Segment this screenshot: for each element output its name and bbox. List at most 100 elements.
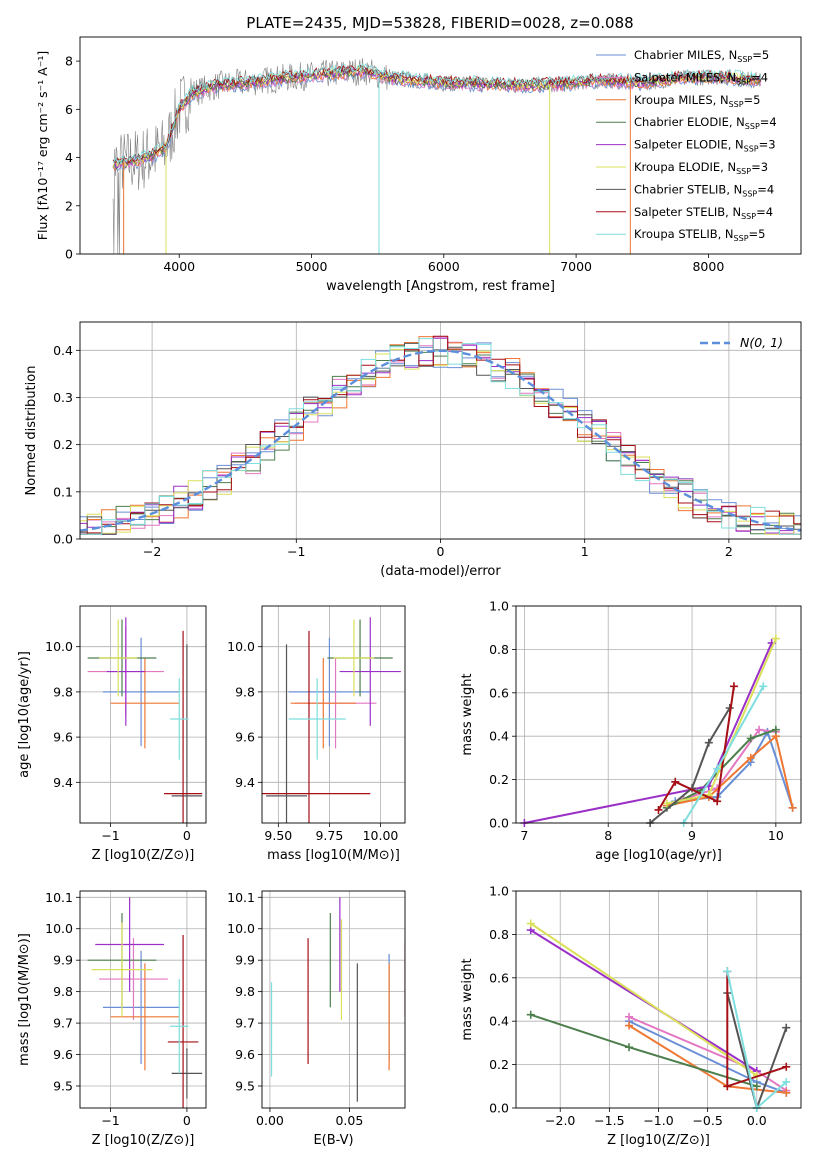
weight-marker-salpeter_miles bbox=[755, 725, 764, 734]
weight-marker-kroupa_elodie bbox=[662, 799, 671, 808]
x-tick-label: 0.0 bbox=[747, 1113, 767, 1128]
legend-label-tail: =3 bbox=[759, 138, 776, 152]
y-tick-label: 0 bbox=[65, 247, 73, 262]
residuals-chart: −2 −1 0 1 2 0.0 0.1 0.2 0.3 0.4 (data-model)/error… bbox=[24, 321, 802, 579]
legend-label-kroupa_miles: Kroupa MILES, NSSP=5 bbox=[634, 93, 760, 109]
residual-hist-kroupa_miles bbox=[80, 336, 801, 535]
legend-label-main: Salpeter STELIB, N bbox=[634, 205, 741, 219]
x-tick-label: 0 bbox=[183, 828, 191, 843]
y-tick-label: 0.6 bbox=[489, 685, 509, 700]
weight-marker-salpeter_stelib bbox=[713, 797, 722, 806]
mass_vs_Z-plot-area bbox=[87, 897, 203, 1108]
weight-marker-kroupa_elodie bbox=[526, 919, 535, 928]
y-tick-label: 0.2 bbox=[53, 437, 73, 452]
y-axis-label: Flux [fλ10⁻¹⁷ erg cm⁻² s⁻¹ A⁻¹] bbox=[35, 51, 50, 240]
age_vs_Z-chart: −1 0 9.4 9.6 9.8 10.0 Z [log10(Z/Z⊙)] age [log1… bbox=[17, 605, 207, 863]
y-tick-label: 10.0 bbox=[227, 921, 255, 936]
y-tick-label: 9.7 bbox=[235, 1016, 255, 1031]
weight-line-salpeter_stelib bbox=[657, 686, 735, 811]
weight_vs_age-plot-area bbox=[520, 634, 797, 827]
x-tick-label: 4000 bbox=[163, 259, 195, 274]
weight-marker-chabrier_elodie bbox=[526, 1010, 535, 1019]
x-tick-label: −1 bbox=[101, 828, 119, 843]
weight-marker-chabrier_elodie bbox=[752, 1082, 761, 1091]
legend-label-sub: SSP bbox=[734, 234, 749, 243]
y-tick-label: 9.9 bbox=[53, 953, 73, 968]
x-tick-label: −0.5 bbox=[692, 1113, 722, 1128]
legend-label-sub: SSP bbox=[742, 189, 757, 198]
y-tick-label: 2 bbox=[65, 198, 73, 213]
y-tick-label: 9.4 bbox=[53, 775, 73, 790]
y-tick-label: 0.3 bbox=[53, 390, 73, 405]
gaussian-curve bbox=[80, 349, 801, 532]
weight-marker-kroupa_stelib bbox=[782, 1077, 791, 1086]
axes-frame bbox=[79, 321, 802, 540]
legend-label-main: Chabrier ELODIE, N bbox=[634, 115, 745, 129]
weight-marker-chabrier_stelib bbox=[782, 1023, 791, 1032]
y-tick-label: 9.9 bbox=[235, 953, 255, 968]
spectrum-model-chabrier_stelib bbox=[112, 64, 762, 166]
legend-label-chabrier_miles: Chabrier MILES, NSSP=5 bbox=[634, 48, 769, 64]
x-tick-label: 0 bbox=[183, 1113, 191, 1128]
legend-label-tail: =5 bbox=[744, 93, 761, 107]
x-axis-label: E(B-V) bbox=[313, 1133, 353, 1148]
weight-marker-salpeter_stelib bbox=[671, 777, 680, 786]
legend-label-main: Kroupa ELODIE, N bbox=[634, 160, 736, 174]
legend-label-tail: =3 bbox=[751, 160, 768, 174]
legend-label-sub: SSP bbox=[729, 100, 744, 109]
legend-label-sub: SSP bbox=[741, 212, 756, 221]
spectrum-model-salpeter_elodie bbox=[112, 66, 762, 169]
legend-label-chabrier_elodie: Chabrier ELODIE, NSSP=4 bbox=[634, 115, 777, 131]
legend-label-sub: SSP bbox=[736, 77, 751, 86]
x-axis-label: wavelength [Angstrom, rest frame] bbox=[326, 279, 555, 294]
y-tick-label: 9.6 bbox=[235, 1047, 255, 1062]
y-tick-label: 0.1 bbox=[53, 484, 73, 499]
x-tick-label: 0.00 bbox=[256, 1113, 284, 1128]
y-tick-label: 9.4 bbox=[235, 775, 255, 790]
x-axis-label: Z [log10(Z/Z⊙)] bbox=[607, 1133, 710, 1148]
residuals-plot-area bbox=[80, 335, 801, 535]
spectrum-plot-area bbox=[112, 57, 762, 254]
weight-marker-kroupa_stelib bbox=[713, 764, 722, 773]
axes-frame bbox=[79, 36, 802, 255]
x-axis-label: age [log10(age/yr)] bbox=[595, 848, 722, 863]
weight-marker-salpeter_miles bbox=[625, 1012, 634, 1021]
legend-label-salpeter_stelib: Salpeter STELIB, NSSP=4 bbox=[634, 205, 773, 221]
weight_vs_Z-plot-area bbox=[526, 919, 791, 1112]
weight-marker-salpeter_stelib bbox=[723, 1082, 732, 1091]
y-tick-label: 9.8 bbox=[53, 984, 73, 999]
weight-marker-chabrier_stelib bbox=[704, 738, 713, 747]
legend-label-tail: =4 bbox=[751, 70, 768, 84]
x-tick-label: −1.0 bbox=[643, 1113, 673, 1128]
axes-frame bbox=[79, 605, 207, 824]
legend-label-sub: SSP bbox=[745, 122, 760, 131]
legend-label-tail: =5 bbox=[749, 227, 766, 241]
y-tick-label: 4 bbox=[65, 150, 73, 165]
y-tick-label: 9.7 bbox=[53, 1016, 73, 1031]
y-axis-label: Normed distribution bbox=[24, 366, 39, 496]
legend-label-main: Kroupa STELIB, N bbox=[634, 227, 734, 241]
y-tick-label: 0.2 bbox=[489, 1057, 509, 1072]
y-tick-label: 0.2 bbox=[489, 772, 509, 787]
y-tick-label: 1.0 bbox=[489, 599, 509, 614]
age_vs_mass-plot-area bbox=[262, 617, 401, 823]
legend-label-tail: =5 bbox=[752, 48, 769, 62]
legend-label-kroupa_stelib: Kroupa STELIB, NSSP=5 bbox=[634, 227, 765, 243]
x-tick-label: −1 bbox=[287, 544, 305, 559]
y-tick-label: 0.4 bbox=[489, 729, 509, 744]
axes-frame bbox=[79, 890, 207, 1109]
legend-label-salpeter_elodie: Salpeter ELODIE, NSSP=3 bbox=[634, 138, 776, 154]
x-tick-label: 8 bbox=[604, 828, 612, 843]
weight-marker-kroupa_miles bbox=[782, 1088, 791, 1097]
y-tick-label: 9.5 bbox=[53, 1078, 73, 1093]
axes-frame bbox=[261, 890, 406, 1109]
weight-line-kroupa_elodie bbox=[530, 922, 758, 1077]
legend-label-main: Kroupa MILES, N bbox=[634, 93, 729, 107]
x-tick-label: −2 bbox=[143, 544, 161, 559]
x-tick-label: 10.00 bbox=[363, 828, 399, 843]
y-axis-label: mass weight bbox=[460, 673, 475, 755]
y-tick-label: 10.1 bbox=[45, 890, 73, 905]
y-tick-label: 6 bbox=[65, 102, 73, 117]
residual-hist-kroupa_stelib bbox=[80, 338, 801, 535]
